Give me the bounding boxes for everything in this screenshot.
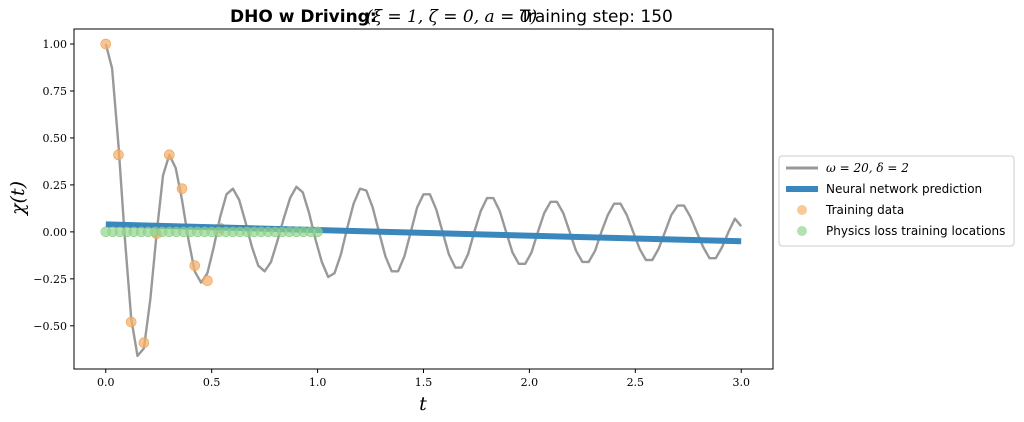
training-data-point [125, 316, 137, 328]
y-tick-label: 0.75 [43, 85, 68, 98]
title-step: Training step: 150 [519, 7, 673, 27]
plot-area [73, 28, 774, 370]
y-tick-label: −0.25 [33, 273, 67, 286]
y-tick-label: 1.00 [43, 38, 68, 51]
legend-label-physics-locations: Physics loss training locations [826, 224, 1005, 238]
x-tick-label: 0.5 [203, 376, 221, 389]
legend: ω = 20, δ = 2 Neural network prediction … [778, 155, 1015, 247]
legend-label-exact-solution: ω = 20, δ = 2 [826, 161, 909, 175]
title-math: (ξ = 1, ζ = 0, a = 0) [366, 7, 537, 27]
x-tick-label: 3.0 [732, 376, 750, 389]
legend-box [778, 155, 1015, 247]
training-data-point [202, 275, 213, 287]
y-tick-label: −0.50 [33, 320, 67, 333]
chart-title: DHO w Driving: (ξ = 1, ζ = 0, a = 0) Tra… [230, 7, 673, 27]
training-data-point [113, 149, 124, 161]
legend-swatch-training-data [797, 205, 807, 215]
y-axis-label: χ(t) [7, 181, 29, 217]
y-tick-label: 0.00 [43, 226, 68, 239]
y-tick-label: 0.25 [43, 179, 68, 192]
series-layer [100, 38, 743, 358]
training-data-point [176, 183, 188, 194]
training-data-point [100, 38, 112, 50]
x-axis: 0.0 0.5 1.0 1.5 2.0 2.5 3.0 [97, 369, 750, 389]
x-tick-label: 1.0 [309, 376, 327, 389]
training-data-point [189, 260, 201, 271]
x-tick-label: 2.5 [627, 376, 645, 389]
x-tick-label: 1.5 [415, 376, 433, 389]
x-tick-label: 0.0 [97, 376, 115, 389]
legend-label-nn-prediction: Neural network prediction [826, 182, 982, 196]
x-axis-label: t [419, 393, 427, 415]
title-bold: DHO w Driving: [230, 7, 377, 27]
training-data-point [138, 337, 150, 349]
x-tick-label: 2.0 [521, 376, 539, 389]
legend-label-training-data: Training data [825, 203, 904, 217]
legend-swatch-physics-locations [797, 226, 807, 236]
physics-location-point [312, 226, 323, 238]
training-data-point [164, 149, 175, 161]
y-axis: 1.00 0.75 0.50 0.25 0.00 −0.25 −0.50 [33, 38, 74, 333]
y-tick-label: 0.50 [43, 132, 68, 145]
